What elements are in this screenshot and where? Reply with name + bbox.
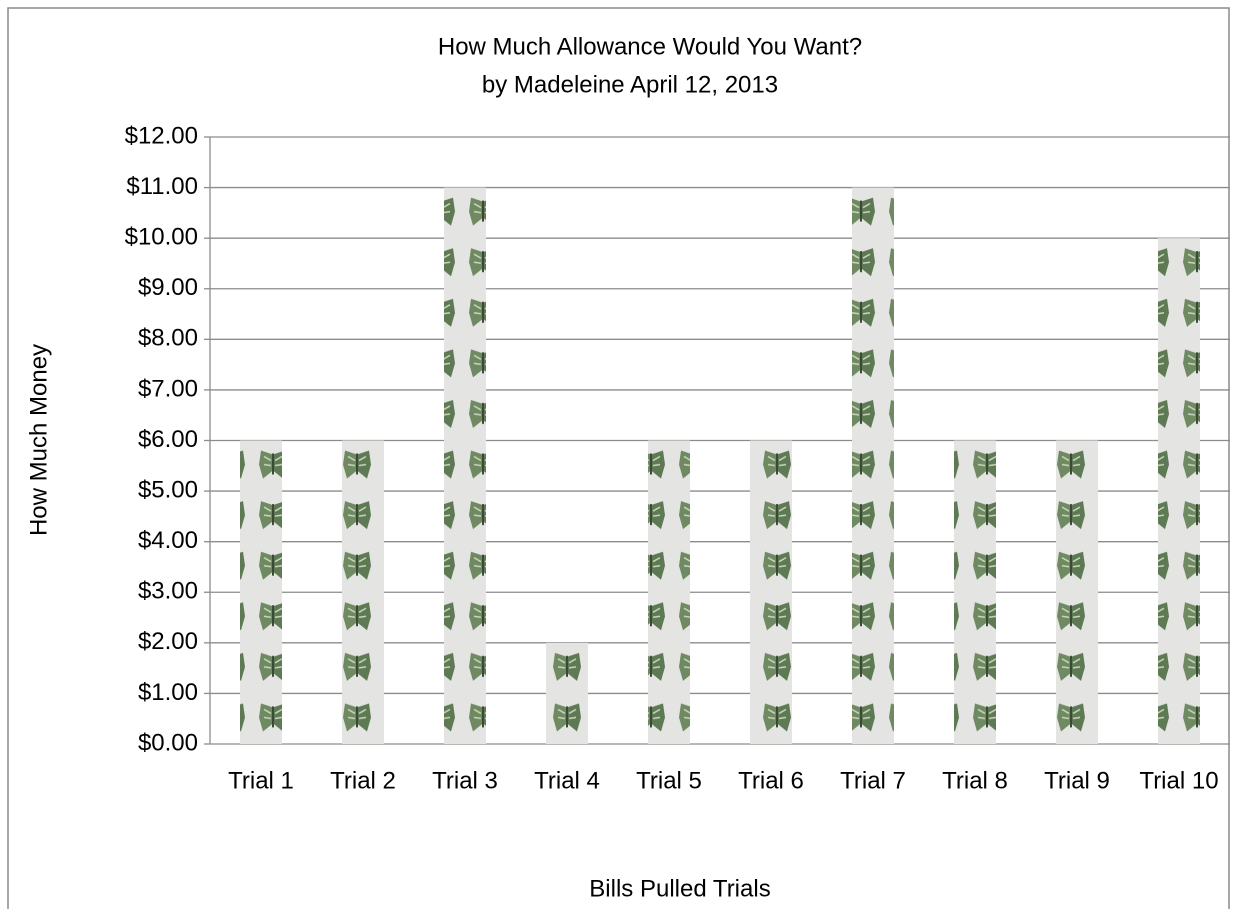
bar — [546, 643, 588, 744]
page: {"chart_data": {"type": "bar", "title": … — [0, 0, 1237, 909]
x-tick-label: Trial 7 — [840, 767, 906, 794]
bar — [750, 441, 792, 745]
x-tick-label: Trial 2 — [330, 767, 396, 794]
y-tick-label: $5.00 — [138, 476, 198, 503]
bar — [240, 441, 282, 745]
chart-subtitle: by Madeleine April 12, 2013 — [482, 71, 778, 98]
bar — [648, 441, 690, 745]
bar — [1158, 238, 1200, 744]
x-tick-label: Trial 8 — [942, 767, 1008, 794]
bar — [954, 441, 996, 745]
bar — [444, 188, 486, 744]
y-tick-label: $0.00 — [138, 729, 198, 756]
chart-title: How Much Allowance Would You Want? — [438, 33, 862, 60]
bar — [852, 188, 894, 744]
x-tick-label: Trial 1 — [228, 767, 294, 794]
y-tick-label: $10.00 — [125, 224, 198, 251]
y-tick-label: $9.00 — [138, 274, 198, 301]
y-tick-label: $6.00 — [138, 426, 198, 453]
y-tick-label: $7.00 — [138, 375, 198, 402]
y-tick-label: $1.00 — [138, 679, 198, 706]
y-tick-label: $8.00 — [138, 325, 198, 352]
y-tick-label: $11.00 — [126, 173, 198, 200]
y-tick-label: $4.00 — [138, 527, 198, 554]
chart: How Much Allowance Would You Want? by Ma… — [0, 0, 1237, 909]
y-tick-label: $3.00 — [138, 578, 198, 605]
y-axis-label: How Much Money — [25, 344, 52, 536]
y-tick-label: $12.00 — [125, 122, 198, 149]
x-tick-label: Trial 3 — [432, 767, 498, 794]
x-tick-label: Trial 10 — [1139, 767, 1218, 794]
x-tick-label: Trial 4 — [534, 767, 600, 794]
x-tick-label: Trial 5 — [636, 767, 702, 794]
bar — [342, 441, 384, 745]
x-axis-label: Bills Pulled Trials — [589, 875, 770, 902]
y-tick-label: $2.00 — [138, 628, 198, 655]
x-tick-label: Trial 9 — [1044, 767, 1110, 794]
bar — [1056, 441, 1098, 745]
x-tick-label: Trial 6 — [738, 767, 804, 794]
